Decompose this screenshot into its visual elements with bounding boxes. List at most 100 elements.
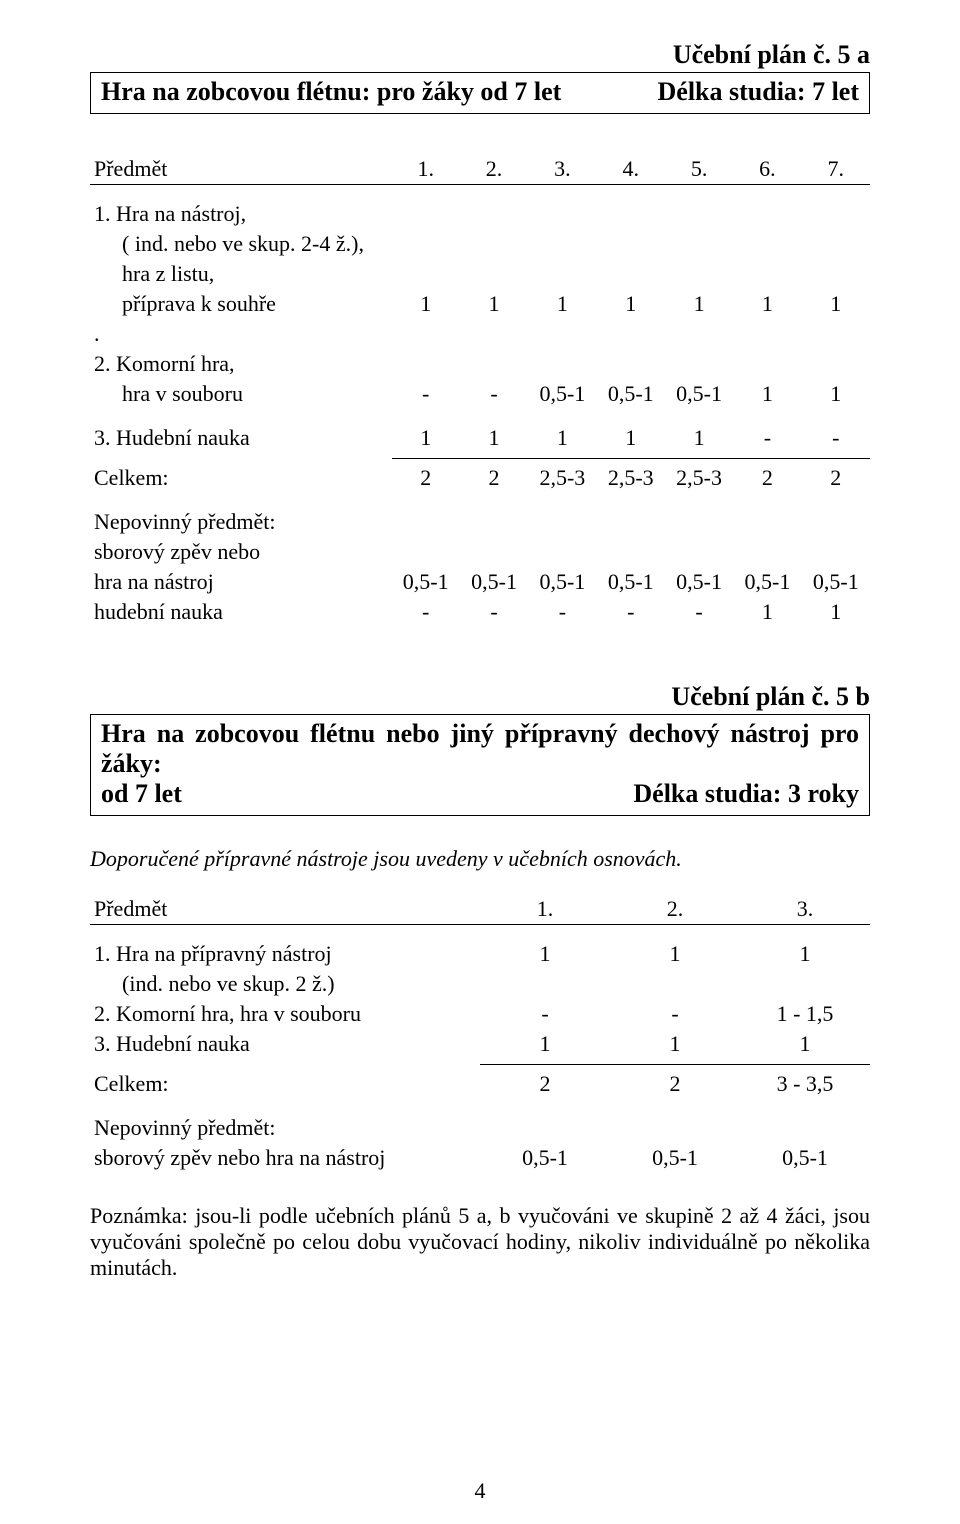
cell-value: 1 (597, 289, 665, 319)
total-value: 2,5-3 (528, 459, 596, 494)
cell-value: 0,5-1 (610, 1143, 740, 1173)
italic-note: Doporučené přípravné nástroje jsou uvede… (90, 846, 870, 872)
col-header: 7. (802, 154, 870, 185)
cell-value: - (802, 423, 870, 453)
row-sublabel-text: příprava k souhře (94, 291, 388, 317)
total-value: 2 (802, 459, 870, 494)
cell-value: 1 (740, 939, 870, 969)
cell-value: - (733, 423, 801, 453)
total-value: 2 (733, 459, 801, 494)
cell-value: 1 (733, 597, 801, 627)
total-value: 2,5-3 (597, 459, 665, 494)
cell-value: 0,5-1 (528, 379, 596, 409)
row-label: 3. Hudební nauka (90, 423, 392, 453)
cell-value: 1 (802, 289, 870, 319)
cell-value: 0,5-1 (733, 567, 801, 597)
cell-value: - (460, 597, 528, 627)
row-label: 1. Hra na nástroj, (90, 199, 392, 229)
total-value: 2 (610, 1065, 740, 1100)
col-header: 3. (528, 154, 596, 185)
optional-row-label: sborový zpěv nebo (90, 537, 392, 567)
total-value: 3 - 3,5 (740, 1065, 870, 1100)
cell-value: 1 (597, 423, 665, 453)
cell-value: - (392, 597, 460, 627)
cell-value: 1 (480, 939, 610, 969)
cell-value: 0,5-1 (597, 379, 665, 409)
col-header: 1. (392, 154, 460, 185)
col-header: 1. (480, 894, 610, 925)
table-header-label: Předmět (90, 154, 392, 185)
page-number: 4 (0, 1478, 960, 1504)
col-header: 6. (733, 154, 801, 185)
total-label: Celkem: (90, 1065, 480, 1100)
row-dot: . (90, 319, 392, 349)
cell-value: 0,5-1 (528, 567, 596, 597)
col-header: 2. (460, 154, 528, 185)
row-sublabel: (ind. nebo ve skup. 2 ž.) (90, 969, 480, 999)
cell-value: 0,5-1 (480, 1143, 610, 1173)
row-sublabel: příprava k souhře (90, 289, 392, 319)
plan-a-table: Předmět 1. 2. 3. 4. 5. 6. 7. 1. Hra na n… (90, 154, 870, 627)
cell-value: 1 (733, 379, 801, 409)
cell-value: 1 (665, 423, 733, 453)
plan-b-box-line1: Hra na zobcovou flétnu nebo jiný příprav… (101, 719, 859, 779)
row-sublabel: hra v souboru (90, 379, 392, 409)
cell-value: 1 (610, 939, 740, 969)
plan-b-table: Předmět 1. 2. 3. 1. Hra na přípravný nás… (90, 894, 870, 1173)
cell-value: 1 (733, 289, 801, 319)
row-label: 2. Komorní hra, (90, 349, 392, 379)
col-header: 4. (597, 154, 665, 185)
cell-value: 1 (740, 1029, 870, 1059)
cell-value: 0,5-1 (460, 567, 528, 597)
cell-value: - (665, 597, 733, 627)
row-sublabel-text: (ind. nebo ve skup. 2 ž.) (94, 971, 476, 997)
footnote-paragraph: Poznámka: jsou-li podle učebních plánů 5… (90, 1203, 870, 1281)
cell-value: 1 (392, 289, 460, 319)
cell-value: - (480, 999, 610, 1029)
cell-value: 1 (665, 289, 733, 319)
cell-value: 1 (802, 379, 870, 409)
cell-value: 1 (392, 423, 460, 453)
col-header: 5. (665, 154, 733, 185)
total-value: 2,5-3 (665, 459, 733, 494)
optional-row-label: sborový zpěv nebo hra na nástroj (90, 1143, 480, 1173)
cell-value: 1 (528, 423, 596, 453)
row-sublabel-text: ( ind. nebo ve skup. 2-4 ž.), (94, 231, 388, 257)
total-value: 2 (392, 459, 460, 494)
row-label: 1. Hra na přípravný nástroj (90, 939, 480, 969)
optional-header: Nepovinný předmět: (90, 1113, 480, 1143)
optional-header: Nepovinný předmět: (90, 507, 392, 537)
plan-b-box-line2-left: od 7 let (101, 779, 182, 808)
plan-b-title: Učební plán č. 5 b (90, 682, 870, 712)
plan-a-header-box: Hra na zobcovou flétnu: pro žáky od 7 le… (90, 72, 870, 114)
cell-value: 0,5-1 (665, 567, 733, 597)
plan-a-box-left: Hra na zobcovou flétnu: pro žáky od 7 le… (101, 77, 561, 107)
cell-value: 0,5-1 (802, 567, 870, 597)
total-label: Celkem: (90, 459, 392, 494)
optional-row-label: hudební nauka (90, 597, 392, 627)
cell-value: - (610, 999, 740, 1029)
row-label: 3. Hudební nauka (90, 1029, 480, 1059)
cell-value: 1 (610, 1029, 740, 1059)
plan-a-box-right: Délka studia: 7 let (658, 77, 860, 107)
cell-value: 0,5-1 (665, 379, 733, 409)
row-sublabel: hra z listu, (90, 259, 392, 289)
cell-value: - (597, 597, 665, 627)
row-sublabel-text: hra z listu, (94, 261, 388, 287)
cell-value: - (460, 379, 528, 409)
cell-value: 1 (528, 289, 596, 319)
cell-value: 1 (460, 289, 528, 319)
cell-value: 0,5-1 (392, 567, 460, 597)
cell-value: 1 - 1,5 (740, 999, 870, 1029)
plan-b-box-line2-right: Délka studia: 3 roky (633, 779, 859, 809)
cell-value: - (528, 597, 596, 627)
total-value: 2 (480, 1065, 610, 1100)
cell-value: 1 (460, 423, 528, 453)
col-header: 3. (740, 894, 870, 925)
col-header: 2. (610, 894, 740, 925)
total-value: 2 (460, 459, 528, 494)
plan-a-title: Učební plán č. 5 a (90, 40, 870, 70)
cell-value: - (392, 379, 460, 409)
plan-b-header-box: Hra na zobcovou flétnu nebo jiný příprav… (90, 714, 870, 816)
table-header-label: Předmět (90, 894, 480, 925)
